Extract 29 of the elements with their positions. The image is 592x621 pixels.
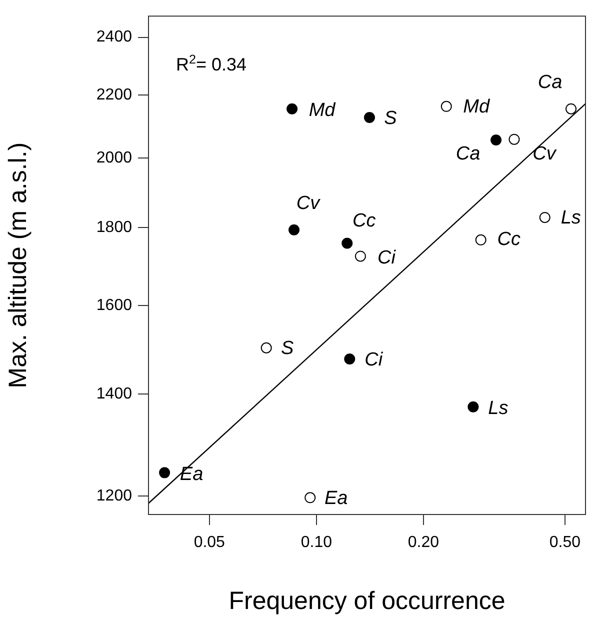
y-tick-label: 1200: [96, 487, 132, 504]
annotation: S: [384, 108, 398, 129]
annotation: Ca: [456, 143, 480, 164]
y-axis-title: Max. altitude (m a.s.l.): [4, 142, 32, 388]
annotation: Ea: [180, 464, 204, 485]
y-tick-label: 2400: [96, 28, 132, 46]
annotation: Cv: [532, 144, 558, 165]
annotation: Ls: [560, 208, 582, 229]
x-tick-label: 0.05: [194, 534, 226, 552]
annotation: Cv: [296, 193, 322, 214]
annotation: Ci: [377, 247, 396, 268]
y-tick-label: 1800: [96, 219, 132, 236]
annotation: Ea: [324, 488, 348, 509]
x-axis-title: Frequency of occurrence: [228, 586, 506, 615]
y-tick-label: 2000: [96, 149, 132, 166]
annotation: Ls: [488, 398, 509, 420]
x-tick-label: 0.50: [549, 534, 581, 552]
annotation: Md: [308, 100, 337, 122]
annotation: Cc: [352, 210, 376, 232]
annotation: Cc: [497, 229, 521, 250]
x-tick-label: 0.20: [408, 534, 440, 552]
y-tick-label: 1400: [96, 385, 132, 402]
y-tick-label: 2200: [96, 86, 132, 104]
annotation: Ca: [538, 72, 562, 94]
y-tick-label: 1600: [96, 297, 132, 314]
annotation: S: [280, 338, 294, 360]
annotation: Ci: [364, 349, 384, 370]
annotation: Md: [463, 96, 491, 118]
x-tick-label: 0.10: [300, 534, 332, 552]
